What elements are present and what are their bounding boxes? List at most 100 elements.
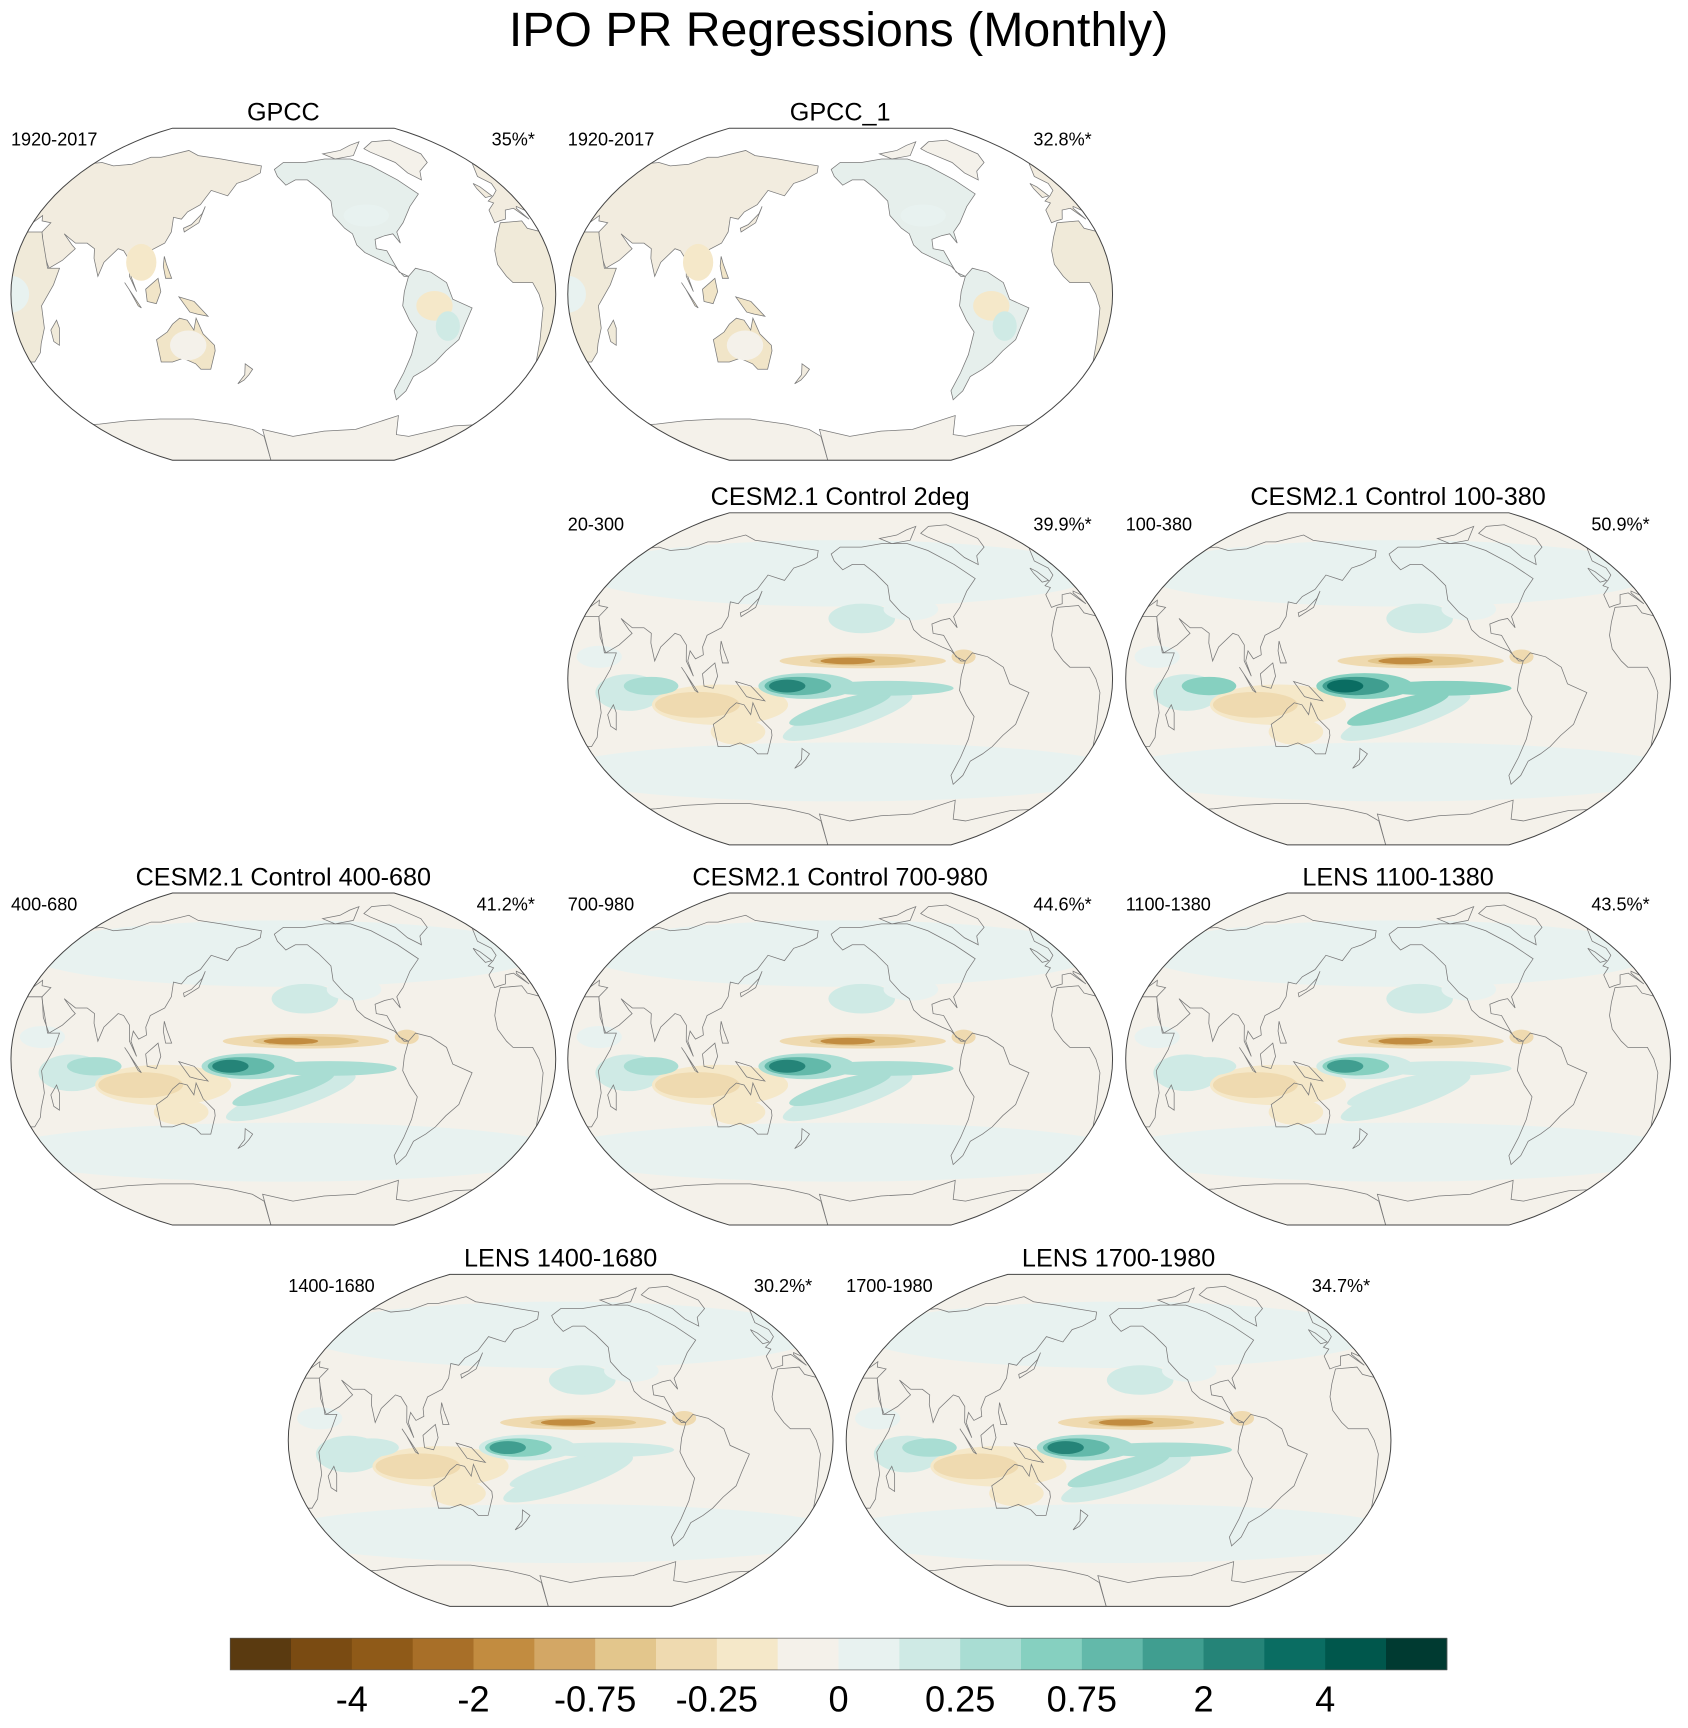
coastline-borneo [702,277,719,305]
coastline-british-isles [1029,183,1050,198]
coastline-madagascar [1140,320,1154,345]
field-contour [1347,691,1450,726]
coastline-sumatra [681,1047,699,1074]
field-contour [548,1365,616,1395]
coastline-new-guinea [1280,297,1306,316]
coastline-antarctica [288,1561,326,1607]
coastline-new-zealand [237,1127,254,1149]
field-contour [98,1072,184,1098]
field-contour [540,1419,596,1426]
field-contour [1340,692,1471,741]
colorbar-swatch [1081,1638,1144,1670]
coastline-north-america [385,544,535,661]
colorbar-swatch [230,1638,292,1670]
field-contour [126,243,157,281]
field-contour [1378,1037,1433,1045]
field-contour [10,1122,556,1182]
coastline-madagascar [1419,1466,1433,1491]
coastline-south-america [950,1032,1030,1166]
field-contour [1229,1410,1255,1426]
coastline-eurasia [288,1296,540,1438]
colorbar-swatch [1325,1638,1387,1670]
coastline-arctic-islands [1436,525,1475,545]
coastline-japan [1525,1353,1541,1379]
coastline-north-america [830,543,976,662]
panel-title: CESM2.1 Control 100-380 [1250,483,1545,511]
field-contour [225,1072,356,1122]
map-outline [10,127,557,461]
map-panel: CESM2.1 Control 700-980 700-980 44.6%* [567,863,1114,1226]
field-contour [846,1504,1391,1563]
map-panel: LENS 1700-1980 1700-1980 34.7%* [845,1245,1541,1607]
coastline-new-guinea [734,296,766,317]
field-contour [1098,1419,1154,1426]
colorbar-swatch [899,1638,961,1670]
colorbar-swatch [1021,1638,1083,1670]
field-contour [682,243,714,281]
field-contour [655,1072,740,1098]
field-contour [26,920,541,987]
coastline-south-america [0,653,49,784]
coastline-philippines [162,1021,173,1044]
colorbar-swatch [1142,1638,1204,1670]
coastline-greenland [1198,1285,1263,1327]
panel-variance-label: 41.2%* [477,895,535,915]
coastline-philippines [1257,256,1272,278]
coastline-eurasia [567,914,819,1057]
field-contour [1047,1441,1084,1455]
map-field [1125,893,1671,1226]
field-contour [343,204,390,227]
panel-variance-label: 43.5%* [1591,895,1649,915]
coastline-sumatra [1504,1429,1520,1454]
panel-period-label: 1100-1380 [1126,895,1211,915]
coastline-new-zealand [293,748,314,768]
coastline-africa [494,220,556,363]
panel-period-label: 1920-2017 [568,130,654,150]
field-contour [789,1071,892,1107]
coastline-philippines [1277,1021,1287,1044]
field-contour [1326,679,1364,693]
coastline-new-guinea [734,1060,766,1082]
coastline-sumatra [959,1428,977,1455]
field-contour [271,983,339,1014]
map-outline [567,892,1114,1226]
field-contour [1067,1453,1170,1488]
panel-title: CESM2.1 Control 700-980 [692,863,987,891]
panel-variance-label: 34.7%* [1312,1276,1370,1296]
field-contour [828,603,896,634]
map-field [0,512,1113,845]
coastline-eurasia [10,914,262,1057]
map-panel: CESM2.1 Control 100-380 100-380 50.9%* [1125,483,1671,846]
field-contour [782,1072,913,1122]
colorbar-tick-label: 2 [1193,1679,1213,1720]
field-contour [1441,978,1497,1001]
coastline-borneo [980,1423,997,1451]
coastline-greenland [114,525,358,565]
coastline-australia [712,1081,773,1135]
coastline-north-america [1388,543,1534,662]
coastline-new-zealand [794,1127,810,1149]
field-contour [1161,1359,1217,1382]
coastline-madagascar [885,1465,896,1493]
field-contour [1386,603,1453,634]
field-contour [1140,540,1656,607]
coastline-british-isles [292,1328,311,1345]
coastline-eurasia [0,1297,144,1438]
coastline-philippines [719,256,730,279]
field-contour [582,920,1098,987]
coastline-japan [739,206,763,233]
coastline-australia [156,1081,216,1135]
coastline-australia [433,1463,493,1516]
panel-period-label: 400-680 [11,895,77,915]
field-contour [567,1122,1113,1182]
field-contour [710,718,766,745]
colorbar-swatch [1264,1638,1326,1670]
panel-title: LENS 1400-1680 [464,1245,657,1273]
coastline-antarctica [10,1179,49,1226]
colorbar-swatch [838,1638,900,1670]
coastline-north-america [1109,1304,1255,1423]
coastline-south-america [671,1413,750,1547]
field-contour [1326,1059,1364,1073]
coastline-arctic-islands [147,526,310,543]
field-contour [1441,598,1497,621]
